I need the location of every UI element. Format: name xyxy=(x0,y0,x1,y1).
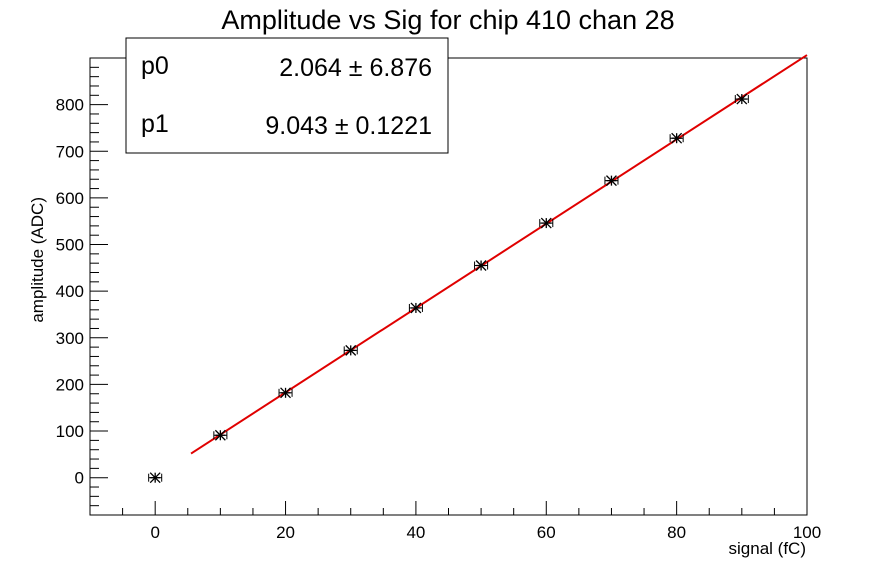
y-tick-label: 800 xyxy=(56,96,84,115)
data-point xyxy=(604,175,619,187)
fit-layer xyxy=(190,54,808,455)
stats-row-p0-name: p0 xyxy=(141,52,169,80)
y-axis-label: amplitude (ADC) xyxy=(28,197,47,323)
y-tick-label: 400 xyxy=(56,282,84,301)
data-point xyxy=(734,93,749,105)
x-tick-label: 100 xyxy=(793,523,821,542)
y-tick-label: 500 xyxy=(56,236,84,255)
x-axis-tick-labels: 0 20 40 60 80 100 xyxy=(150,523,821,542)
stats-box: p0 2.064 ± 6.876 p1 9.043 ± 0.1221 xyxy=(125,37,449,154)
y-tick-label: 200 xyxy=(56,375,84,394)
data-points xyxy=(148,93,749,484)
x-axis-label: signal (fC) xyxy=(729,539,806,558)
y-axis-tick-labels: 0 100 200 300 400 500 600 700 800 xyxy=(56,96,84,488)
data-point xyxy=(213,429,228,441)
data-point xyxy=(148,472,163,484)
x-tick-label: 80 xyxy=(667,523,686,542)
y-tick-label: 0 xyxy=(75,469,84,488)
data-point xyxy=(278,387,293,399)
stats-row-p1-name: p1 xyxy=(141,110,169,138)
y-tick-label: 100 xyxy=(56,422,84,441)
y-tick-label: 700 xyxy=(56,142,84,161)
data-point xyxy=(408,302,423,314)
fit-line xyxy=(190,54,808,455)
data-point xyxy=(539,217,554,229)
stats-row-p0-value: 2.064 ± 6.876 xyxy=(279,54,432,82)
data-point xyxy=(474,260,489,271)
data-point xyxy=(669,132,684,144)
y-tick-label: 300 xyxy=(56,329,84,348)
stats-box-frame xyxy=(125,37,449,154)
x-tick-label: 20 xyxy=(276,523,295,542)
y-axis-ticks xyxy=(90,66,108,516)
x-tick-label: 0 xyxy=(150,523,159,542)
y-tick-label: 600 xyxy=(56,189,84,208)
data-point xyxy=(343,344,358,356)
x-tick-label: 40 xyxy=(406,523,425,542)
chart-title: Amplitude vs Sig for chip 410 chan 28 xyxy=(221,5,674,35)
stats-row-p1-value: 9.043 ± 0.1221 xyxy=(265,112,432,140)
x-tick-label: 60 xyxy=(537,523,556,542)
x-axis-ticks xyxy=(89,501,808,515)
